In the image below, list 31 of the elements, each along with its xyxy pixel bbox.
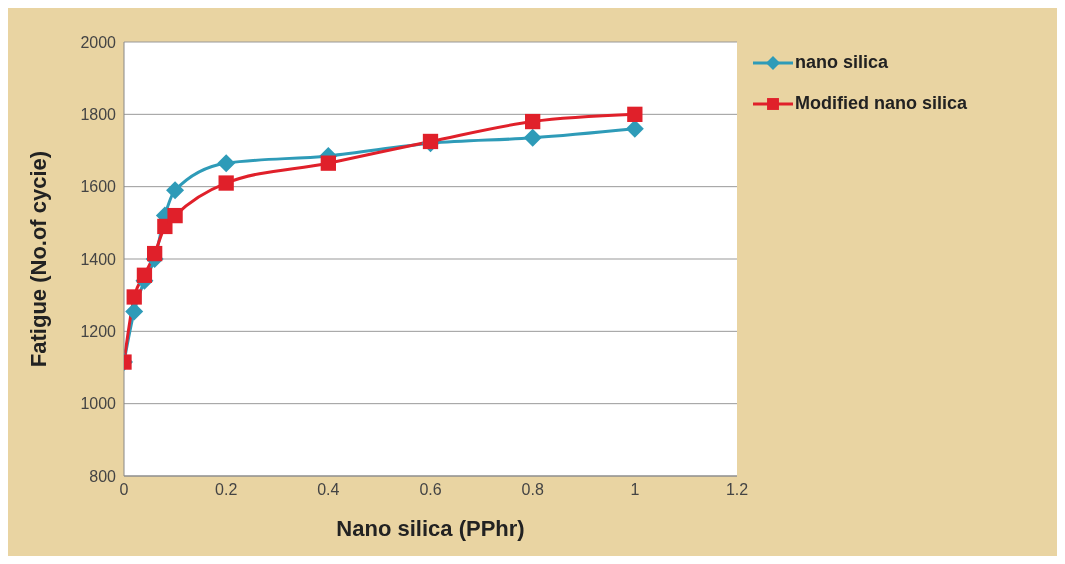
x-tick-label: 0.4 xyxy=(317,481,340,499)
y-tick-label: 2000 xyxy=(80,33,117,51)
x-tick-label: 1 xyxy=(630,481,640,499)
point xyxy=(166,181,185,200)
x-tick-label: 0.6 xyxy=(419,481,442,499)
y-tick-label: 1200 xyxy=(80,323,117,341)
point xyxy=(320,155,336,171)
x-tick-label: 0 xyxy=(119,481,129,499)
y-tick-label: 1600 xyxy=(80,178,117,196)
point xyxy=(147,245,163,262)
x-tick-label: 0.8 xyxy=(521,481,544,499)
legend-label: Modified nano silica xyxy=(795,93,968,114)
y-tick-label: 800 xyxy=(89,467,117,485)
point xyxy=(627,106,643,122)
point xyxy=(157,218,173,235)
y-tick-label: 1800 xyxy=(80,106,117,124)
x-axis-title: Nano silica (PPhr) xyxy=(336,516,525,541)
point xyxy=(218,175,234,191)
point xyxy=(125,302,144,321)
point xyxy=(136,267,153,283)
point xyxy=(523,128,542,147)
legend-label: nano silica xyxy=(795,52,889,73)
y-tick-label: 1400 xyxy=(80,250,117,268)
x-tick-label: 0.2 xyxy=(215,481,238,499)
point xyxy=(167,207,183,224)
x-tick-label: 1.2 xyxy=(725,481,749,499)
point xyxy=(525,113,541,130)
y-axis-title: Fatigue (No.of cycie) xyxy=(25,150,51,368)
y-tick-label: 1000 xyxy=(80,395,117,413)
point xyxy=(126,289,142,305)
point xyxy=(217,154,236,173)
